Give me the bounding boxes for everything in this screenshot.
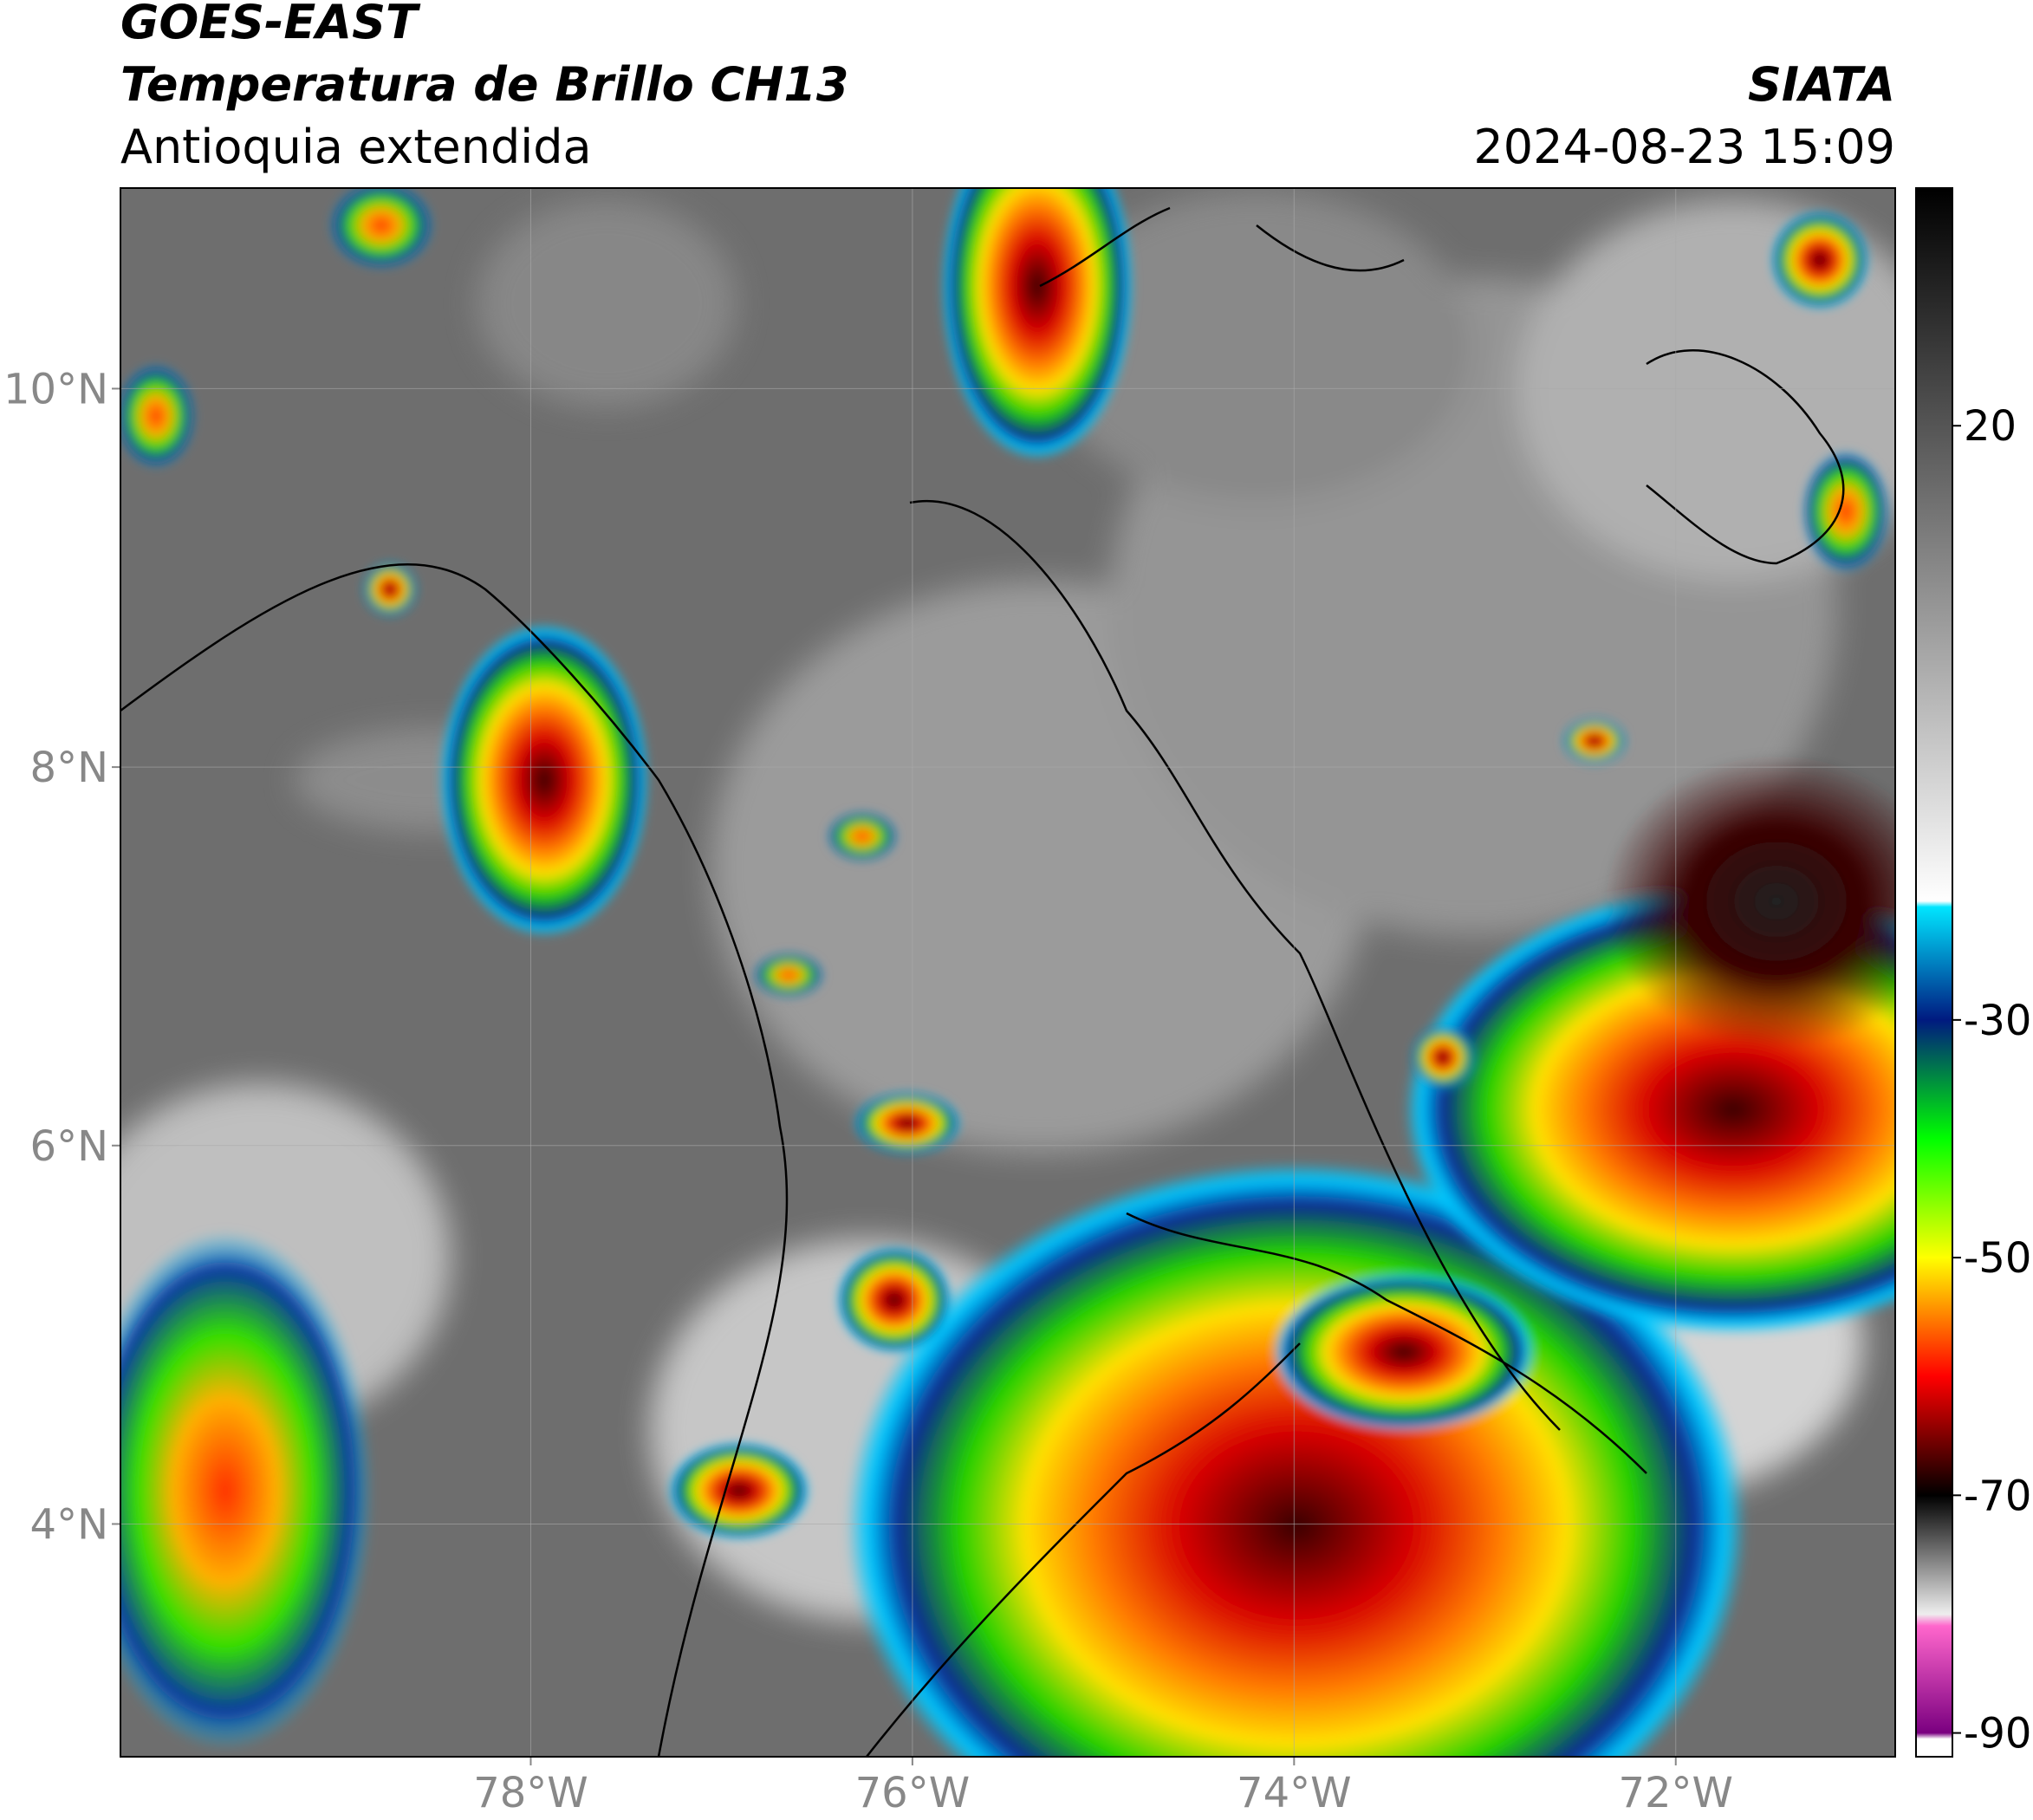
y-tick-label: 10°N: [3, 365, 108, 413]
x-tick-label: 72°W: [1618, 1769, 1733, 1817]
y-tick-label: 4°N: [30, 1500, 108, 1549]
colorbar-tick-label: 20: [1964, 402, 2017, 451]
graticule: [112, 188, 1895, 1765]
x-tick-label: 78°W: [473, 1769, 588, 1817]
colorbar-tick-label: -50: [1964, 1234, 2031, 1283]
datetime: 2024-08-23 15:09: [1473, 120, 1895, 174]
colorbar-tick-label: -30: [1964, 997, 2031, 1045]
x-tick-label: 76°W: [855, 1769, 971, 1817]
map-frame: [120, 187, 1896, 1758]
y-tick-label: 8°N: [30, 744, 108, 792]
satellite-image: [120, 188, 1895, 1757]
region: Antioquia extendida: [120, 120, 592, 174]
colorbar-tick-label: -70: [1964, 1472, 2031, 1520]
x-tick-label: 74°W: [1237, 1769, 1352, 1817]
subtitle: Temperatura de Brillo CH13: [120, 57, 849, 112]
colorbar: [1915, 187, 1953, 1758]
title: GOES-EAST: [120, 0, 421, 49]
colorbar-tick-label: -90: [1964, 1710, 2031, 1758]
y-tick-label: 6°N: [30, 1122, 108, 1171]
source: SIATA: [1748, 57, 1895, 112]
